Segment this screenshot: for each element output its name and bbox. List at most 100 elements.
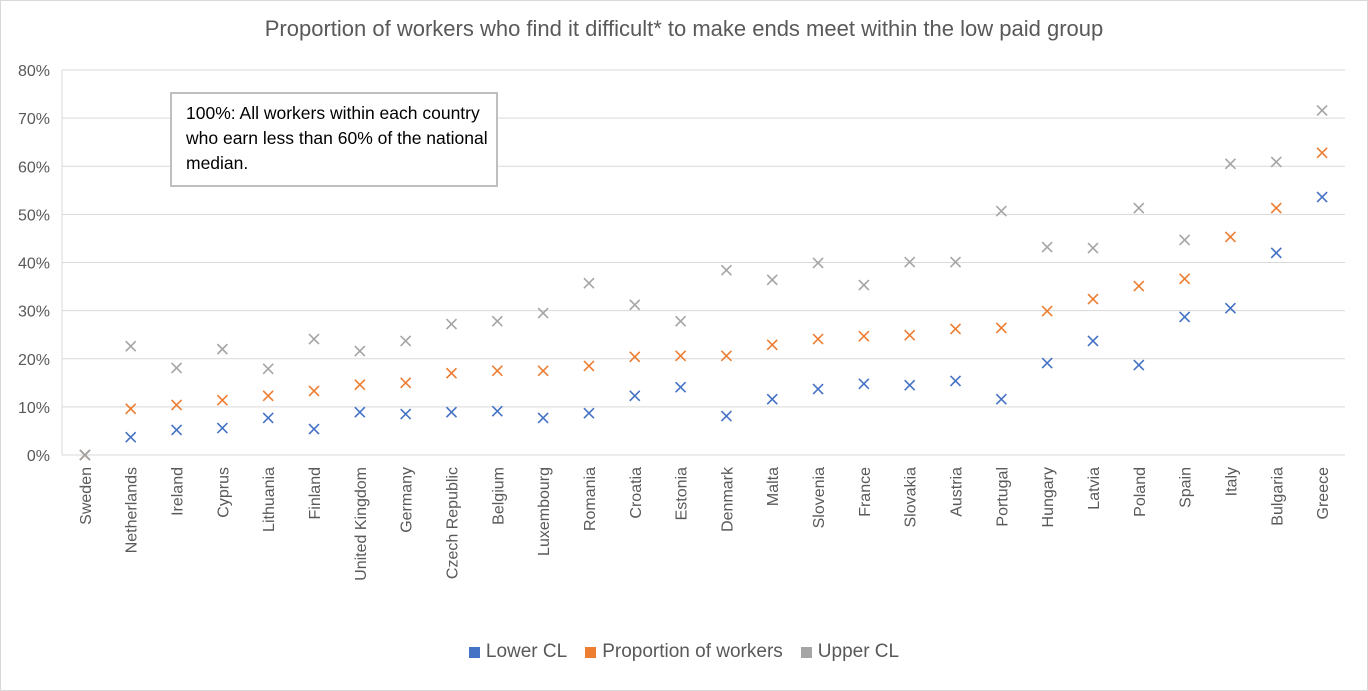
data-point-upper-cl bbox=[1270, 156, 1282, 168]
data-point-upper-cl bbox=[354, 345, 366, 357]
data-point-proportion-of-workers bbox=[675, 350, 687, 362]
data-point-lower-cl bbox=[858, 378, 870, 390]
legend-label: Proportion of workers bbox=[602, 641, 783, 662]
x-tick-label: Luxembourg bbox=[536, 467, 553, 556]
data-point-proportion-of-workers bbox=[766, 339, 778, 351]
data-point-upper-cl bbox=[537, 307, 549, 319]
data-point-lower-cl bbox=[583, 407, 595, 419]
legend-swatch bbox=[468, 646, 480, 658]
data-point-lower-cl bbox=[904, 379, 916, 391]
data-point-upper-cl bbox=[1087, 242, 1099, 254]
data-point-lower-cl bbox=[170, 424, 183, 436]
data-point-lower-cl bbox=[308, 423, 320, 435]
legend-item: Proportion of workers bbox=[585, 641, 783, 663]
x-tick-label: Latvia bbox=[1086, 467, 1103, 510]
x-tick-label: Finland bbox=[307, 467, 324, 519]
x-tick-label: Portugal bbox=[994, 467, 1011, 527]
x-tick-label: France bbox=[857, 467, 874, 517]
x-tick-label: Netherlands bbox=[124, 467, 141, 553]
data-point-proportion-of-workers bbox=[125, 403, 137, 415]
data-point-lower-cl bbox=[400, 408, 412, 420]
data-point-upper-cl bbox=[1133, 202, 1145, 214]
x-tick-label: Ireland bbox=[170, 467, 187, 516]
legend-swatch bbox=[800, 646, 812, 658]
data-point-lower-cl bbox=[629, 390, 641, 402]
data-point-upper-cl bbox=[491, 315, 503, 327]
data-point-proportion-of-workers bbox=[812, 333, 824, 345]
legend-swatch bbox=[585, 646, 597, 658]
data-point-lower-cl bbox=[262, 412, 274, 424]
data-point-proportion-of-workers bbox=[445, 367, 458, 379]
data-point-lower-cl bbox=[1224, 302, 1237, 314]
legend-item: Lower CL bbox=[468, 641, 568, 663]
data-point-lower-cl bbox=[720, 410, 732, 422]
data-point-upper-cl bbox=[170, 362, 183, 374]
data-point-upper-cl bbox=[125, 340, 137, 352]
x-tick-label: Croatia bbox=[628, 467, 645, 519]
data-point-proportion-of-workers bbox=[583, 360, 595, 372]
data-point-upper-cl bbox=[1224, 158, 1237, 170]
data-point-lower-cl bbox=[1041, 357, 1053, 369]
data-point-proportion-of-workers bbox=[537, 365, 549, 377]
data-point-lower-cl bbox=[675, 381, 687, 393]
data-point-proportion-of-workers bbox=[904, 329, 916, 341]
data-point-proportion-of-workers bbox=[308, 385, 320, 397]
data-point-lower-cl bbox=[445, 406, 458, 418]
x-tick-label: Greece bbox=[1315, 467, 1332, 520]
y-tick-label: 60% bbox=[18, 159, 50, 176]
x-tick-label: Romania bbox=[582, 467, 599, 531]
data-point-proportion-of-workers bbox=[262, 390, 274, 402]
data-point-proportion-of-workers bbox=[170, 399, 183, 411]
data-point-upper-cl bbox=[858, 279, 870, 291]
y-tick-label: 10% bbox=[18, 400, 50, 417]
y-tick-label: 70% bbox=[18, 111, 50, 128]
data-point-proportion-of-workers bbox=[949, 323, 962, 335]
x-tick-label: Italy bbox=[1223, 467, 1240, 496]
x-tick-label: Slovenia bbox=[811, 467, 828, 528]
data-point-lower-cl bbox=[812, 383, 824, 395]
data-point-proportion-of-workers bbox=[1041, 305, 1053, 317]
y-tick-label: 50% bbox=[18, 207, 50, 224]
data-point-proportion-of-workers bbox=[400, 377, 412, 389]
data-point-lower-cl bbox=[354, 406, 366, 418]
x-tick-label: Lithuania bbox=[261, 467, 278, 532]
legend-label: Lower CL bbox=[485, 641, 568, 662]
data-point-upper-cl bbox=[79, 449, 91, 461]
data-point-lower-cl bbox=[1179, 311, 1191, 323]
data-point-upper-cl bbox=[262, 363, 274, 375]
data-point-upper-cl bbox=[216, 343, 228, 355]
x-tick-label: Denmark bbox=[719, 466, 736, 532]
legend-item: Upper CL bbox=[800, 641, 899, 663]
data-point-lower-cl bbox=[766, 393, 778, 405]
data-point-proportion-of-workers bbox=[1133, 280, 1145, 292]
data-point-lower-cl bbox=[1270, 247, 1282, 259]
data-point-lower-cl bbox=[1133, 359, 1145, 371]
data-point-upper-cl bbox=[995, 205, 1007, 217]
y-tick-label: 30% bbox=[18, 304, 50, 321]
y-tick-label: 20% bbox=[18, 352, 50, 369]
data-point-upper-cl bbox=[583, 277, 595, 289]
data-point-proportion-of-workers bbox=[354, 379, 366, 391]
data-point-proportion-of-workers bbox=[1270, 202, 1282, 214]
data-point-proportion-of-workers bbox=[491, 365, 503, 377]
data-point-proportion-of-workers bbox=[1316, 147, 1328, 159]
y-tick-label: 40% bbox=[18, 256, 50, 273]
x-tick-label: Estonia bbox=[674, 467, 691, 520]
y-tick-label: 80% bbox=[18, 63, 50, 80]
data-point-lower-cl bbox=[995, 393, 1007, 405]
data-point-upper-cl bbox=[720, 264, 732, 276]
legend: Lower CL Proportion of workers Upper CL bbox=[0, 641, 1368, 663]
x-tick-label: Sweden bbox=[78, 467, 95, 525]
data-point-upper-cl bbox=[1316, 104, 1328, 116]
data-point-proportion-of-workers bbox=[1179, 273, 1191, 285]
data-point-proportion-of-workers bbox=[858, 330, 870, 342]
data-point-proportion-of-workers bbox=[1087, 293, 1099, 305]
x-tick-label: Poland bbox=[1132, 467, 1149, 517]
x-tick-label: Malta bbox=[765, 467, 782, 506]
data-point-lower-cl bbox=[1087, 335, 1099, 347]
data-point-lower-cl bbox=[125, 431, 137, 443]
data-point-upper-cl bbox=[445, 318, 458, 330]
data-point-upper-cl bbox=[675, 315, 687, 327]
x-tick-label: Cyprus bbox=[215, 467, 232, 518]
